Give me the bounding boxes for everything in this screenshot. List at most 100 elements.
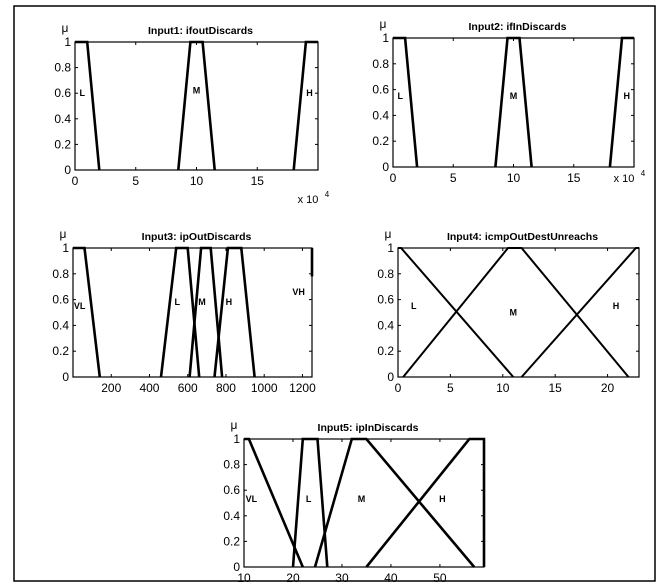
chart-5: Input5: ipInDiscards μ 0 0.2 0.4 0.6 0.8 1 10 20 3… (223, 418, 486, 585)
y-axis-label: μ (385, 227, 392, 241)
y-axis-label: μ (231, 418, 238, 432)
x-tick-label: 50 (433, 571, 447, 585)
x-tick-label: 0 (390, 171, 397, 185)
membership-label-l: L (80, 88, 86, 98)
membership-label-vh: VH (292, 287, 305, 297)
chart-title: Input5: ipInDiscards (318, 422, 419, 434)
x-tick-label: 30 (335, 571, 349, 585)
x-tick-label: 1000 (251, 381, 278, 395)
x-tick-label: 40 (384, 571, 398, 585)
membership-line-h (520, 247, 639, 378)
x-tick-label: 10 (507, 171, 521, 185)
chart-title: Input4: icmpOutDestUnreachs (447, 231, 598, 243)
membership-label-vl: VL (246, 494, 258, 504)
x-axis-multiplier-exponent: 4 (325, 190, 330, 199)
membership-label-h: H (624, 91, 631, 101)
y-tick-label: 1 (387, 241, 394, 255)
membership-line-l (398, 247, 515, 378)
chart-title: Input3: ipOutDiscards (142, 231, 252, 243)
y-tick-label: 0.8 (52, 267, 69, 281)
y-tick-label: 0 (62, 370, 69, 384)
y-tick-label: 0 (64, 163, 71, 177)
membership-label-h: H (613, 301, 620, 311)
x-tick-label: 200 (101, 381, 121, 395)
membership-line-l (393, 36, 419, 168)
membership-label-m: M (510, 308, 518, 318)
y-tick-label: 0.8 (377, 267, 394, 281)
x-tick-label: 15 (251, 174, 265, 188)
x-axis-multiplier: x 10 (614, 173, 635, 185)
chart-title: Input2: ifInDiscards (468, 21, 566, 33)
membership-line-h (365, 437, 486, 568)
x-tick-label: 10 (190, 174, 204, 188)
y-tick-label: 1 (382, 31, 389, 45)
membership-label-m: M (193, 86, 201, 96)
x-tick-label: 5 (450, 171, 457, 185)
x-tick-label: 20 (286, 571, 300, 585)
y-tick-label: 0.4 (377, 318, 394, 332)
x-axis-multiplier: x 10 (298, 194, 319, 206)
membership-label-vl: VL (74, 301, 86, 311)
membership-line-m (313, 437, 476, 568)
y-tick-label: 1 (233, 432, 240, 446)
x-tick-label: 600 (178, 381, 198, 395)
plot-area-frame (72, 247, 313, 378)
x-tick-label: 10 (237, 571, 251, 585)
x-tick-label: 15 (548, 381, 562, 395)
y-tick-label: 0.4 (54, 112, 71, 126)
y-tick-label: 0.2 (372, 134, 389, 148)
y-tick-label: 0 (382, 160, 389, 174)
x-tick-label: 1200 (289, 381, 316, 395)
y-tick-label: 0 (233, 560, 240, 574)
membership-label-m: M (198, 297, 206, 307)
y-tick-label: 0.2 (52, 344, 69, 358)
y-tick-label: 1 (62, 241, 69, 255)
y-tick-label: 0.8 (223, 458, 240, 472)
y-tick-label: 0.6 (372, 83, 389, 97)
x-tick-label: 0 (72, 174, 79, 188)
membership-line-h (213, 246, 256, 378)
chart-title: Input1: ifoutDiscards (148, 25, 253, 37)
membership-line-m (177, 40, 216, 171)
membership-label-h: H (226, 297, 233, 307)
x-tick-label: 10 (496, 381, 510, 395)
x-tick-label: 15 (567, 171, 581, 185)
y-axis-label: μ (60, 227, 67, 241)
membership-line-h (292, 40, 318, 171)
y-tick-label: 0.8 (54, 61, 71, 75)
membership-line-l (291, 437, 329, 568)
membership-line-m (494, 36, 533, 168)
x-tick-label: 0 (395, 381, 402, 395)
y-tick-label: 0.4 (372, 108, 389, 122)
x-axis-multiplier-exponent: 4 (641, 169, 646, 178)
membership-line-l (159, 246, 201, 378)
membership-line-vl (244, 437, 304, 568)
x-tick-label: 800 (216, 381, 236, 395)
membership-line-m (402, 247, 630, 378)
y-tick-label: 0.8 (372, 57, 389, 71)
membership-line-m (188, 246, 224, 378)
y-axis-label: μ (62, 21, 69, 35)
membership-label-l: L (174, 297, 180, 307)
y-tick-label: 0.4 (223, 509, 240, 523)
y-tick-label: 0.6 (377, 293, 394, 307)
membership-line-l (75, 40, 101, 171)
membership-label-m: M (510, 91, 518, 101)
y-tick-label: 0.6 (54, 86, 71, 100)
y-tick-label: 0 (387, 370, 394, 384)
x-tick-label: 5 (447, 381, 454, 395)
membership-label-l: L (306, 494, 312, 504)
membership-label-l: L (397, 91, 403, 101)
chart-4: Input4: icmpOutDestUnreachs μ 0 0.2 0.4 0.6 0.… (377, 227, 640, 395)
x-tick-label: 5 (132, 174, 139, 188)
figure-border (13, 5, 656, 582)
membership-line-h (608, 36, 634, 168)
y-tick-label: 0.4 (52, 318, 69, 332)
membership-label-l: L (411, 301, 417, 311)
y-tick-label: 0.2 (223, 534, 240, 548)
y-tick-label: 0.2 (54, 137, 71, 151)
